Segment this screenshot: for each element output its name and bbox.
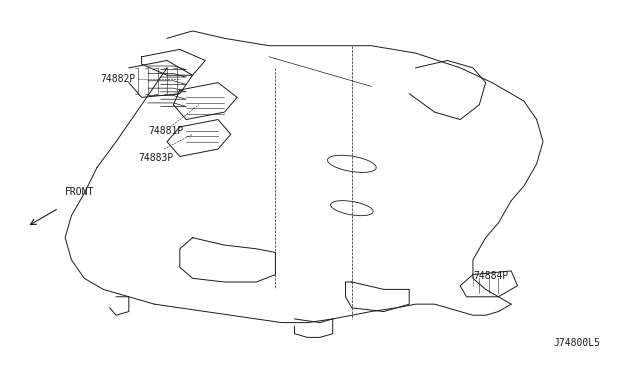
Text: 74884P: 74884P	[473, 272, 508, 282]
Text: FRONT: FRONT	[65, 187, 95, 197]
Text: 74883P: 74883P	[138, 153, 173, 163]
Text: J74800L5: J74800L5	[554, 339, 600, 349]
Text: 74881P: 74881P	[148, 126, 183, 136]
Text: 74882P: 74882P	[100, 74, 136, 84]
